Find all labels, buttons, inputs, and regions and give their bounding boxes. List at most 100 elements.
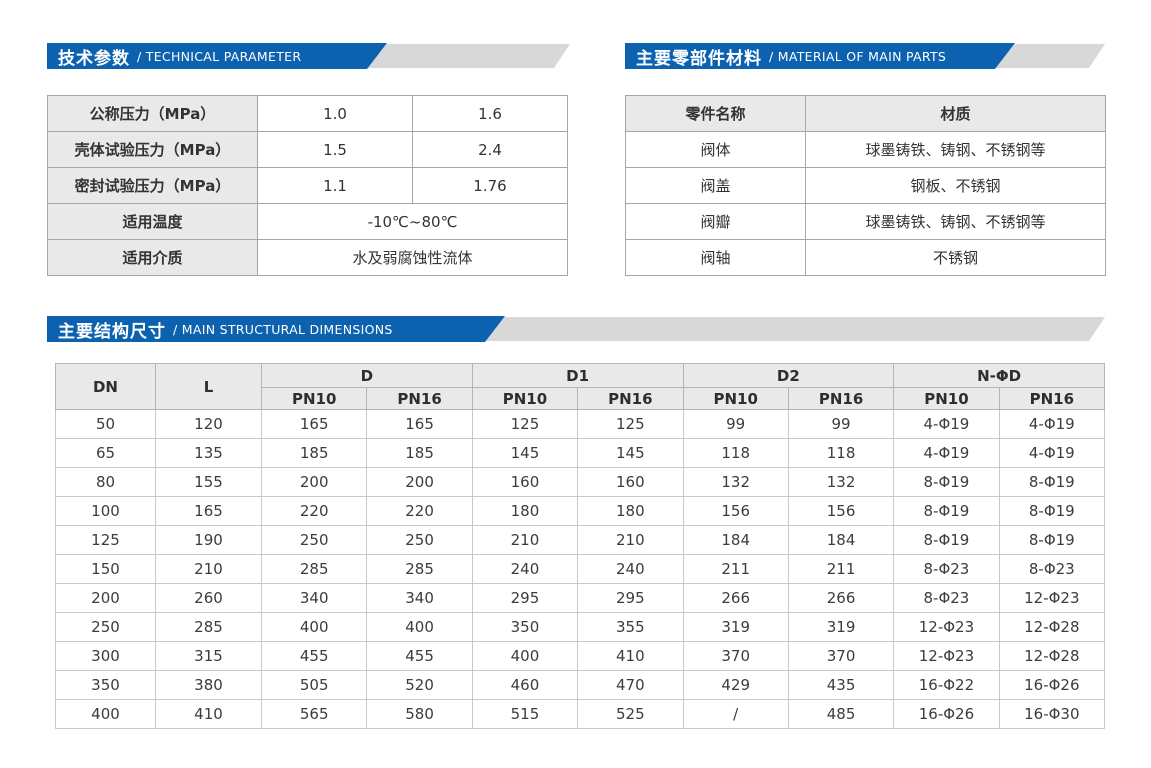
table-row: 400 410 565 580 515 525/485 16-Φ26 16-Φ30 [55,699,1106,729]
column-header-dn: DN [55,363,156,410]
value-cell: 565 [260,699,368,729]
value-cell: 250 [366,525,473,555]
value-cell: 200 [55,583,156,613]
value-cell: 295 [577,583,684,613]
table-row: 阀瓣 球墨铸铁、铸钢、不锈钢等 [625,203,1106,240]
value-cell: 156 [682,496,789,526]
value-cell: 210 [471,525,579,555]
materials-table: 零件名称 材质 阀体球墨铸铁、铸钢、不锈钢等 阀盖 钢板、不锈钢 阀瓣 球墨铸铁、铸钢、不锈… [625,95,1106,276]
value-cell: 125 [471,409,579,439]
value-cell: 429 [682,670,789,700]
value-cell: 455 [260,641,368,671]
value-cell: 8-Φ19 [998,467,1106,497]
value-cell: 8-Φ23 [998,554,1106,584]
value-cell: / [682,699,789,729]
header-cell: 公称压力（MPa） [47,95,258,132]
section-title-en: / MAIN STRUCTURAL DIMENSIONS [173,321,393,337]
value-cell: 球墨铸铁、铸钢、不锈钢等 [805,203,1106,240]
header-cell: 适用温度 [47,203,258,240]
value-cell: 12-Φ23 [893,641,1000,671]
header-cell: 密封试验压力（MPa） [47,167,258,204]
value-cell: 220 [260,496,368,526]
value-cell: 319 [682,612,789,642]
table-row: 65 135 185 185 145 145 118 118 4-Φ19 4-Φ19 [55,438,1106,468]
value-cell: 165 [366,409,473,439]
table-header-row: DN L D D1 D2 N-ΦD [55,363,1105,410]
value-cell: 2.4 [412,131,568,168]
table-row: 125 190 250 250 210 210 184 184 8-Φ19 8-Φ19 [55,525,1106,555]
value-cell: 485 [787,699,895,729]
column-group-n-phi-d: N-ΦD [893,363,1105,388]
value-cell: 190 [155,525,262,555]
table-row: 阀轴 不锈钢 [625,239,1106,276]
value-cell: 钢板、不锈钢 [805,167,1106,204]
value-cell: 165 [155,496,262,526]
value-cell: 220 [366,496,473,526]
value-cell: 185 [260,438,368,468]
value-cell: 50 [55,409,156,439]
value-cell: 99 [682,409,789,439]
value-cell: 200 [366,467,473,497]
value-cell: 阀体 [625,131,806,168]
section-title-zh: 主要结构尺寸 [58,321,166,342]
value-cell: 250 [260,525,368,555]
table-row: 50 120 165 165 125 125 99 99 4-Φ19 4-Φ19 [55,409,1106,439]
value-cell: 100 [55,496,156,526]
value-cell: 4-Φ19 [893,438,1000,468]
subheader-pn16: PN16 [787,387,895,410]
value-cell: 180 [577,496,684,526]
value-cell: 211 [787,554,895,584]
value-cell: 184 [682,525,789,555]
value-cell: 266 [787,583,895,613]
subheader-pn10: PN10 [471,387,579,410]
value-cell: 132 [682,467,789,497]
value-cell: 16-Φ22 [893,670,1000,700]
header-cell: 零件名称 [625,95,806,132]
value-cell: 80 [55,467,156,497]
column-group-d2: D2 [682,363,895,388]
value-cell: 1.5 [257,131,413,168]
value-cell: 350 [55,670,156,700]
value-cell: 505 [260,670,368,700]
value-cell: 211 [682,554,789,584]
value-cell: 400 [471,641,579,671]
value-cell: 266 [682,583,789,613]
value-cell: 210 [577,525,684,555]
value-cell: 阀盖 [625,167,806,204]
value-cell: 470 [577,670,684,700]
value-cell: 145 [471,438,579,468]
banner-blue-stripe: 主要结构尺寸 / MAIN STRUCTURAL DIMENSIONS [47,316,505,342]
subheader-pn10: PN10 [682,387,789,410]
column-group-d1: D1 [471,363,684,388]
value-cell: 350 [471,612,579,642]
value-cell: 125 [55,525,156,555]
value-cell: 520 [366,670,473,700]
value-cell: 4-Φ19 [893,409,1000,439]
value-cell: 不锈钢 [805,239,1106,276]
value-cell: 525 [577,699,684,729]
table-row: 250 285 400 400 350 355 319 319 12-Φ23 12-Φ28 [55,612,1106,642]
value-cell: 300 [55,641,156,671]
subheader-pn10: PN10 [260,387,368,410]
value-cell: 410 [155,699,262,729]
value-cell: 285 [366,554,473,584]
value-cell: 145 [577,438,684,468]
value-cell: 118 [787,438,895,468]
value-cell: 355 [577,612,684,642]
value-cell: 400 [260,612,368,642]
table-row: 密封试验压力（MPa） 1.1 1.76 [47,167,568,204]
value-cell: 阀轴 [625,239,806,276]
value-cell: 8-Φ23 [893,583,1000,613]
value-cell: -10℃~80℃ [257,203,568,240]
table-row: 100 165 220 220 180 180 156 156 8-Φ19 8-Φ19 [55,496,1106,526]
value-cell: 156 [787,496,895,526]
table-row: 300 315 455 455 400 410 370 370 12-Φ23 12-Φ28 [55,641,1106,671]
value-cell: 16-Φ26 [998,670,1106,700]
value-cell: 319 [787,612,895,642]
value-cell: 580 [366,699,473,729]
value-cell: 370 [787,641,895,671]
section-title-zh: 主要零部件材料 [636,48,762,69]
header-cell: 材质 [805,95,1106,132]
value-cell: 120 [155,409,262,439]
column-group-d: D [261,363,473,388]
